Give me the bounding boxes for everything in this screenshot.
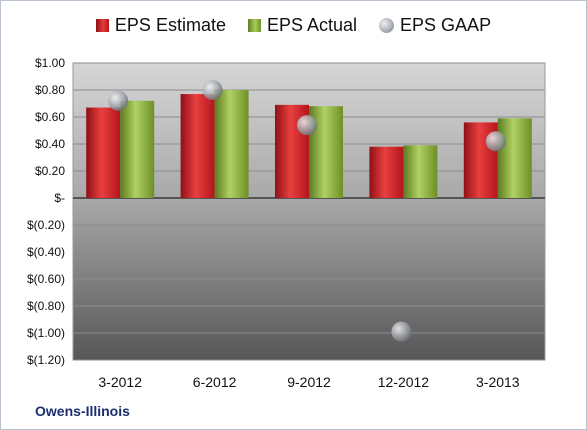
y-tick-label: $1.00 xyxy=(35,56,65,70)
marker-eps-gaap xyxy=(391,321,412,342)
marker-eps-gaap xyxy=(202,80,223,100)
legend: EPS Estimate EPS Actual EPS GAAP xyxy=(1,15,586,36)
marker-eps-gaap xyxy=(297,115,317,136)
bar-eps-actual xyxy=(403,145,438,198)
y-tick-label: $0.60 xyxy=(35,110,65,124)
legend-label-actual: EPS Actual xyxy=(266,15,358,35)
y-tick-label: $(0.60) xyxy=(27,272,65,286)
x-tick-label: 3-2012 xyxy=(98,374,142,390)
y-tick-label: $0.20 xyxy=(35,164,65,178)
bar-eps-actual xyxy=(214,90,249,198)
x-tick-label: 9-2012 xyxy=(287,374,331,390)
y-tick-label: $(0.40) xyxy=(27,245,65,259)
y-tick-label: $(0.80) xyxy=(27,299,65,313)
legend-item-gaap: EPS GAAP xyxy=(379,15,491,36)
bar-eps-actual xyxy=(120,100,155,198)
y-tick-label: $(1.00) xyxy=(27,326,65,340)
marker-eps-gaap xyxy=(485,131,506,152)
y-axis: $1.00 $0.80 $0.60 $0.40 $0.20 $- $(0.20) $(0.40… xyxy=(27,56,65,367)
legend-item-estimate: EPS Estimate xyxy=(95,15,226,36)
legend-swatch-estimate xyxy=(95,19,109,32)
legend-item-actual: EPS Actual xyxy=(247,15,358,36)
company-name: Owens-Illinois xyxy=(35,403,130,419)
marker-eps-gaap xyxy=(108,90,129,111)
y-tick-label: $0.40 xyxy=(35,137,65,151)
bar-eps-estimate xyxy=(369,146,404,198)
y-tick-label: $0.80 xyxy=(35,83,65,97)
y-tick-label: $- xyxy=(54,191,65,205)
y-tick-label: $(0.20) xyxy=(27,218,65,232)
x-tick-label: 6-2012 xyxy=(193,374,237,390)
y-tick-label: $(1.20) xyxy=(27,353,65,367)
legend-label-estimate: EPS Estimate xyxy=(114,15,226,35)
legend-label-gaap: EPS GAAP xyxy=(400,15,492,35)
bar-eps-actual xyxy=(497,118,532,198)
x-tick-label: 12-2012 xyxy=(378,374,430,390)
bar-eps-estimate xyxy=(86,107,121,198)
bars xyxy=(86,90,532,198)
legend-swatch-gaap xyxy=(379,18,395,33)
legend-swatch-actual xyxy=(247,19,261,32)
x-axis: 3-2012 6-2012 9-2012 12-2012 3-2013 xyxy=(98,374,519,390)
x-tick-label: 3-2013 xyxy=(476,374,520,390)
bar-eps-estimate xyxy=(180,94,215,198)
gaap-markers xyxy=(108,80,506,342)
